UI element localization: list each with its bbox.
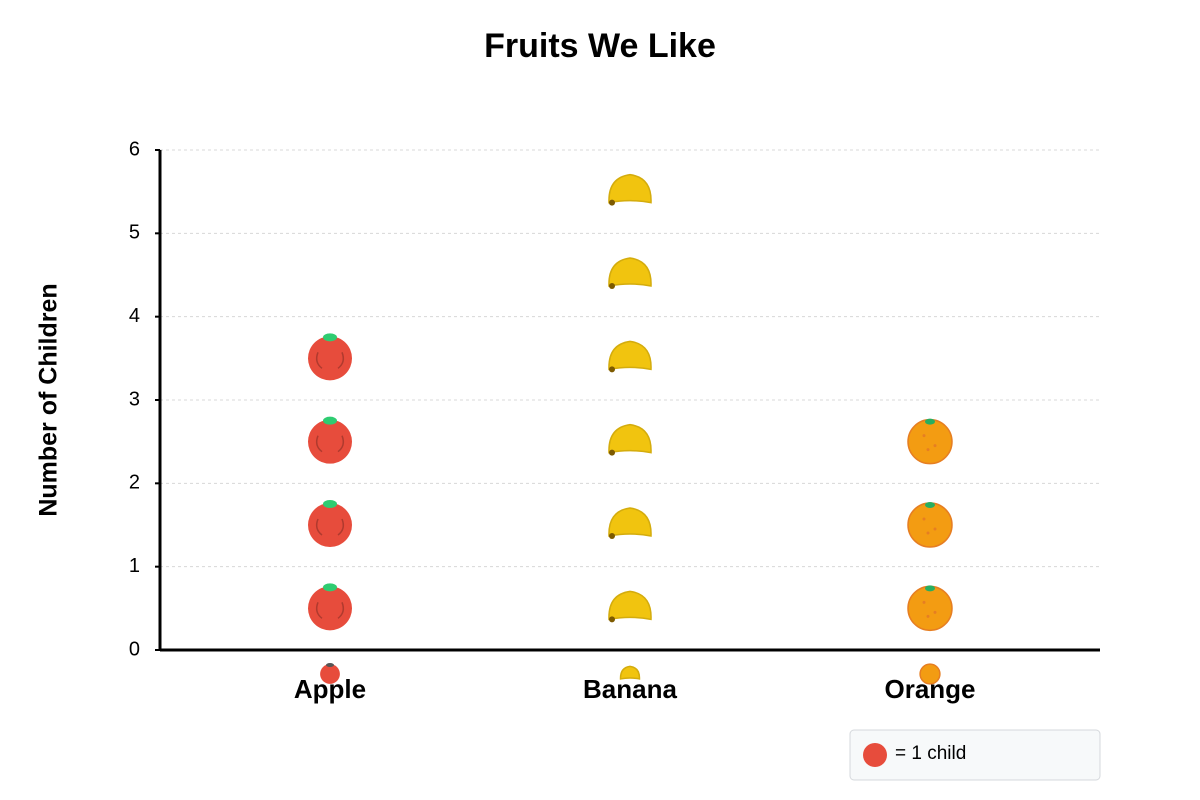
x-tick-label: Orange [884, 674, 975, 704]
orange-body [907, 585, 953, 632]
fruit-icon [608, 423, 652, 456]
legend-label: = 1 child [895, 743, 966, 764]
apple-mark [315, 602, 345, 619]
legend-box [849, 729, 1101, 781]
apple-mark [315, 518, 345, 536]
banana-tip [609, 616, 615, 623]
apple-mark [315, 435, 345, 453]
fruit-icon [907, 418, 953, 465]
orange-dot [926, 614, 930, 618]
orange-stem [925, 418, 935, 425]
legend-icon [863, 743, 887, 767]
apple-body [308, 586, 352, 631]
banana-tip [609, 449, 615, 456]
banana-tip [609, 366, 615, 373]
icon-column [907, 418, 953, 632]
y-tick-label: 4 [129, 305, 140, 327]
orange-body [919, 663, 941, 685]
y-tick-label: 5 [129, 222, 140, 244]
apple-stem [323, 500, 337, 508]
y-tick-label: 6 [129, 138, 140, 160]
orange-stem [925, 502, 935, 508]
fruit-icon [907, 585, 953, 632]
apple-body [320, 664, 340, 684]
orange-dot [933, 444, 937, 448]
apple-mark [315, 352, 345, 369]
fruit-icon [608, 340, 652, 373]
fruit-icon [608, 590, 652, 623]
orange-body [907, 418, 953, 465]
banana-body [608, 590, 652, 621]
banana-body [608, 507, 652, 537]
banana-body [608, 257, 652, 287]
icon-column [308, 333, 352, 631]
fruit-icon [308, 500, 352, 547]
apple-stem [326, 663, 334, 667]
fruit-icon [608, 507, 652, 539]
fruit-icon [608, 173, 652, 206]
banana-body [619, 665, 641, 680]
banana-tip [609, 533, 615, 539]
x-tick-label: Apple [294, 674, 366, 704]
y-tick-label: 3 [129, 388, 140, 410]
orange-dot [922, 517, 926, 521]
banana-tip [609, 199, 615, 206]
category-icon [619, 665, 641, 680]
orange-dot [922, 600, 926, 604]
apple-stem [323, 416, 337, 425]
fruit-icon [308, 333, 352, 381]
fruit-icon [308, 416, 352, 464]
orange-dot [922, 434, 926, 438]
apple-stem [323, 333, 337, 342]
category-icon [320, 663, 340, 684]
apple-body [308, 336, 352, 381]
y-tick-label: 0 [129, 638, 140, 660]
orange-dot [926, 448, 930, 452]
y-tick-label: 1 [129, 555, 140, 577]
apple-body [308, 503, 352, 547]
banana-body [608, 423, 652, 454]
y-tick-label: 2 [129, 472, 140, 494]
fruit-icon [608, 257, 652, 289]
y-axis-title: Number of Children [35, 283, 63, 516]
apple-body [308, 419, 352, 464]
orange-dot [933, 610, 937, 614]
orange-body [907, 502, 953, 548]
chart-title: Fruits We Like [484, 27, 716, 65]
fruit-icon [907, 502, 953, 548]
x-tick-label: Banana [583, 674, 677, 704]
orange-dot [926, 531, 930, 535]
orange-stem [925, 585, 935, 592]
fruit-icon [308, 583, 352, 631]
banana-tip [609, 283, 615, 289]
category-icon [919, 663, 941, 685]
orange-dot [933, 527, 937, 531]
icon-column [608, 173, 652, 623]
banana-body [608, 173, 652, 204]
banana-body [608, 340, 652, 371]
apple-stem [323, 583, 337, 592]
